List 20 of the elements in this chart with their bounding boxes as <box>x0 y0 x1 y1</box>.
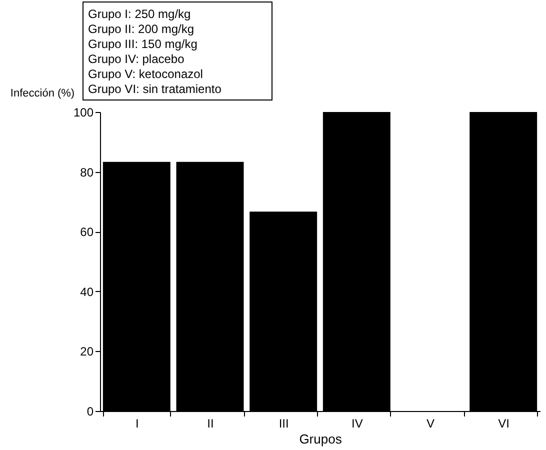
y-tick-label: 80 <box>80 165 94 180</box>
text: Grupo VI: sin tratamiento <box>88 82 222 96</box>
y-tick-label: 60 <box>80 225 94 240</box>
y-axis-title: Infección (%) <box>10 88 75 100</box>
text: Grupo I: 250 mg/kg <box>88 7 191 21</box>
text: Grupo II: 200 mg/kg <box>88 22 194 36</box>
y-tick-label: 40 <box>80 284 94 299</box>
y-tick-label: 100 <box>73 106 94 120</box>
x-axis-title: Grupos <box>299 432 342 446</box>
y-tick-label: 20 <box>80 344 94 359</box>
text: Grupo III: 150 mg/kg <box>88 37 198 51</box>
x-tick-label: II <box>207 416 214 430</box>
x-tick-label: VI <box>498 416 510 430</box>
x-tick-label: I <box>135 416 139 430</box>
y-tick-label: 0 <box>86 404 94 418</box>
x-tick-label: V <box>426 416 435 430</box>
x-tick-label: III <box>278 416 289 430</box>
x-tick-label: IV <box>351 416 363 430</box>
text: Grupo V: ketoconazol <box>88 67 203 81</box>
text: Grupo IV: placebo <box>88 52 185 66</box>
